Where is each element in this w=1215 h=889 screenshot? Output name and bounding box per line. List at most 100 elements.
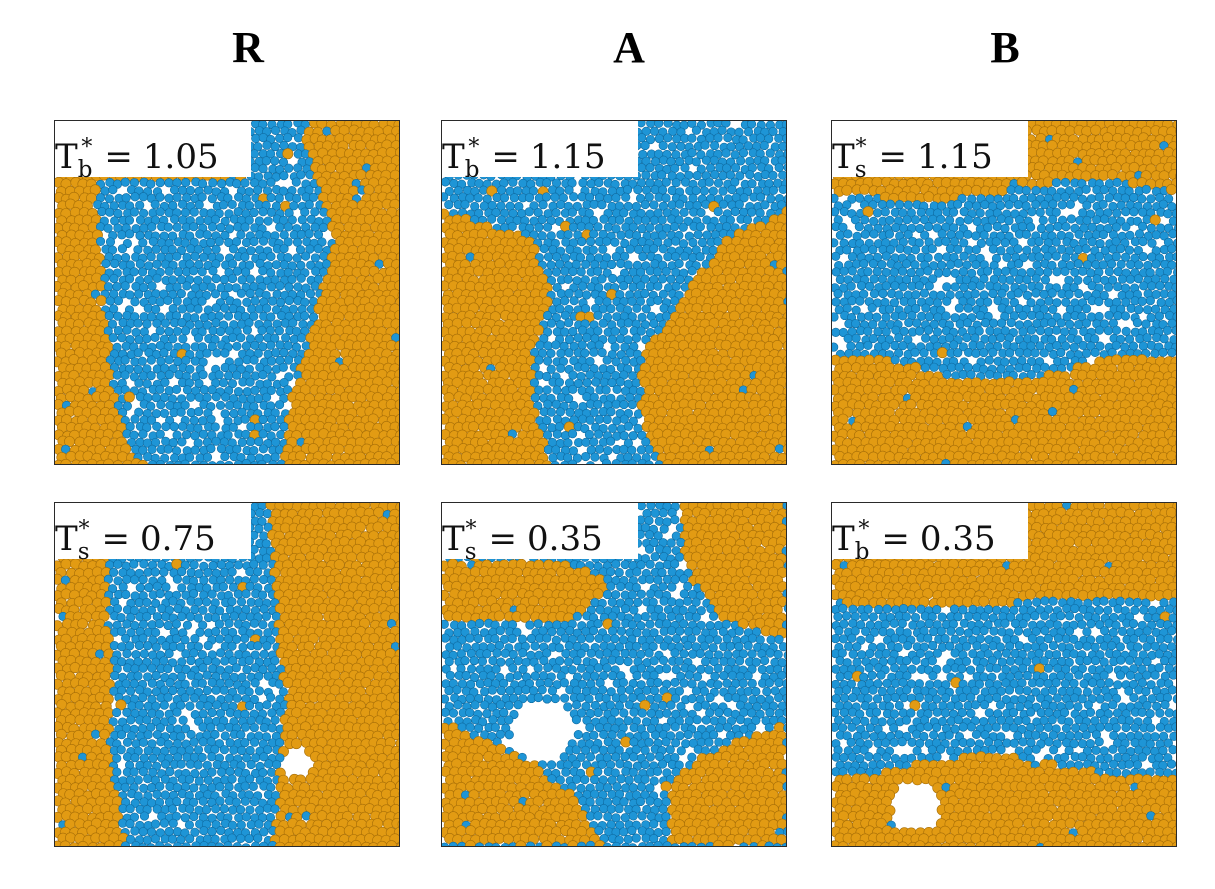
blue-particle [590,452,600,462]
blue-particle [659,303,669,313]
blue-particle [105,296,115,306]
blue-particle [555,304,565,314]
orange-particle [299,460,310,464]
blue-particle [854,193,865,203]
orange-particle [95,295,107,307]
blue-particle [147,222,157,232]
blue-particle [306,214,316,224]
blue-particle [983,297,993,307]
blue-particle [658,185,668,195]
blue-particle [859,244,869,254]
blue-particle [1107,275,1118,285]
blue-particle [97,206,107,217]
blue-particle [564,348,574,358]
blue-particle [270,333,280,343]
blue-particle [768,185,779,195]
blue-particle [180,459,190,464]
blue-particle [130,297,140,307]
blue-particle [172,430,182,440]
blue-particle [159,348,169,358]
blue-particle [227,274,238,284]
temperature-label: Tb* = 1.05 [55,121,251,183]
blue-particle [911,303,921,314]
blue-particle [470,201,480,211]
blue-particle [155,178,165,188]
blue-particle [1160,274,1170,284]
blue-particle [305,289,316,299]
blue-particle [1137,296,1147,306]
blue-particle [534,222,544,232]
blue-particle [552,429,562,439]
blue-particle [567,459,578,464]
blue-particle [654,121,664,128]
blue-particle [832,312,839,322]
blue-particle [975,310,985,321]
blue-particle [1173,268,1176,277]
blue-particle [245,377,255,387]
blue-particle [159,408,170,418]
blue-particle [658,244,668,254]
blue-particle [577,237,587,247]
blue-particle [1061,222,1071,232]
column-title-b: B [990,23,1020,72]
blue-particle [637,133,647,143]
blue-particle [725,170,736,180]
blue-particle [172,222,182,232]
blue-particle [1017,221,1028,232]
blue-particle [217,179,227,189]
blue-particle [232,179,242,189]
orange-particle [394,399,399,411]
label-superscript: * [468,135,480,160]
blue-particle [568,384,578,394]
blue-particle [884,229,895,239]
blue-particle [311,266,321,276]
orange-particle [773,460,785,464]
orange-particle [662,459,674,464]
blue-particle [688,193,698,203]
blue-particle [832,207,840,217]
blue-particle [103,282,114,292]
blue-particle [594,414,604,424]
blue-particle [713,178,724,188]
blue-particle [983,266,993,276]
blue-particle [1134,260,1144,270]
blue-particle [612,416,622,426]
blue-particle [117,333,127,343]
blue-particle [318,222,329,233]
blue-particle [588,215,598,225]
blue-particle [278,362,288,372]
blue-particle [1014,259,1024,269]
blue-particle [742,215,753,225]
blue-particle [1021,201,1031,211]
orange-particle [703,458,715,464]
blue-particle [967,281,977,291]
blue-particle [266,431,276,441]
blue-particle [122,325,132,335]
blue-particle [551,340,561,350]
blue-particle [593,266,603,276]
blue-particle [296,273,306,283]
blue-particle [1124,186,1134,196]
blue-particle [869,229,879,239]
blue-particle [1044,326,1054,337]
blue-particle [543,222,553,232]
blue-particle [1159,289,1169,299]
blue-particle [1133,245,1143,256]
blue-particle [241,429,251,439]
blue-particle [533,207,543,218]
blue-particle [695,252,705,262]
blue-particle [611,193,621,203]
blue-particle [263,216,273,226]
blue-particle [295,245,306,255]
blue-particle [1171,208,1176,219]
blue-particle [953,258,964,268]
blue-particle [881,327,891,337]
blue-particle [941,267,952,278]
blue-particle [954,303,964,313]
blue-particle [949,237,960,247]
blue-particle [310,207,320,217]
blue-particle [1137,194,1147,204]
blue-particle [206,237,216,248]
orange-particle [397,291,399,299]
blue-particle [109,304,119,314]
